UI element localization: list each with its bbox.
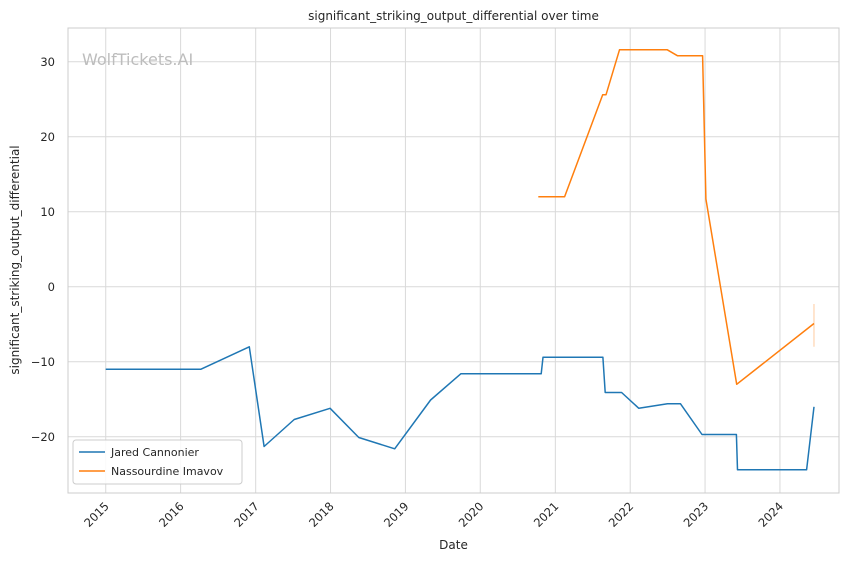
y-tick-label: −10: [31, 355, 55, 369]
legend-box: [72, 439, 243, 485]
y-tick-label: 20: [40, 130, 55, 144]
y-tick-label: 0: [48, 280, 55, 294]
legend: Jared Cannonier Nassourdine Imavov: [72, 439, 243, 485]
plot-area-frame: [67, 27, 840, 494]
y-tick-label: −20: [31, 430, 55, 444]
watermark: WolfTickets.AI: [82, 50, 193, 69]
grid-lines: [68, 28, 839, 493]
chart-title: significant_striking_output_differential…: [308, 9, 599, 23]
series-line-nassourdine-imavov: [538, 49, 815, 386]
y-axis-ticks: −20 −10 0 10 20 30: [31, 55, 55, 444]
x-axis-label: Date: [439, 538, 468, 552]
legend-label-jared-cannonier: Jared Cannonier: [110, 446, 199, 459]
series-line-jared-cannonier: [105, 346, 815, 471]
y-axis-label: significant_striking_output_differential: [8, 145, 22, 374]
y-tick-label: 30: [40, 55, 55, 69]
series-layer: [105, 49, 815, 471]
y-tick-label: 10: [40, 205, 55, 219]
legend-label-nassourdine-imavov: Nassourdine Imavov: [111, 465, 224, 478]
